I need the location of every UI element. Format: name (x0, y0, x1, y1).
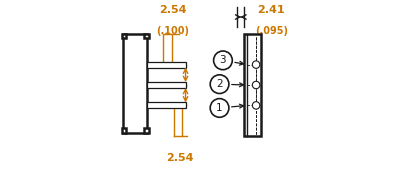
Bar (147, 82, 186, 88)
Text: 2.54: 2.54 (159, 5, 186, 15)
Circle shape (252, 102, 260, 109)
Bar (147, 62, 186, 67)
Bar (122, 128, 126, 133)
Text: 3: 3 (220, 55, 226, 65)
Bar (144, 128, 148, 133)
Text: 2: 2 (216, 79, 223, 89)
Text: 2.41: 2.41 (258, 5, 285, 15)
Text: (.100): (.100) (156, 26, 189, 36)
Bar (124, 34, 147, 133)
Circle shape (210, 99, 229, 117)
Bar (244, 34, 261, 136)
Text: (.095): (.095) (255, 26, 288, 36)
Circle shape (252, 81, 260, 89)
Bar (147, 102, 186, 108)
Bar (144, 34, 148, 38)
Bar (122, 34, 126, 38)
Circle shape (252, 61, 260, 68)
Circle shape (214, 51, 232, 70)
Circle shape (210, 75, 229, 94)
Text: 1: 1 (216, 103, 223, 113)
Text: 2.54: 2.54 (166, 153, 193, 163)
